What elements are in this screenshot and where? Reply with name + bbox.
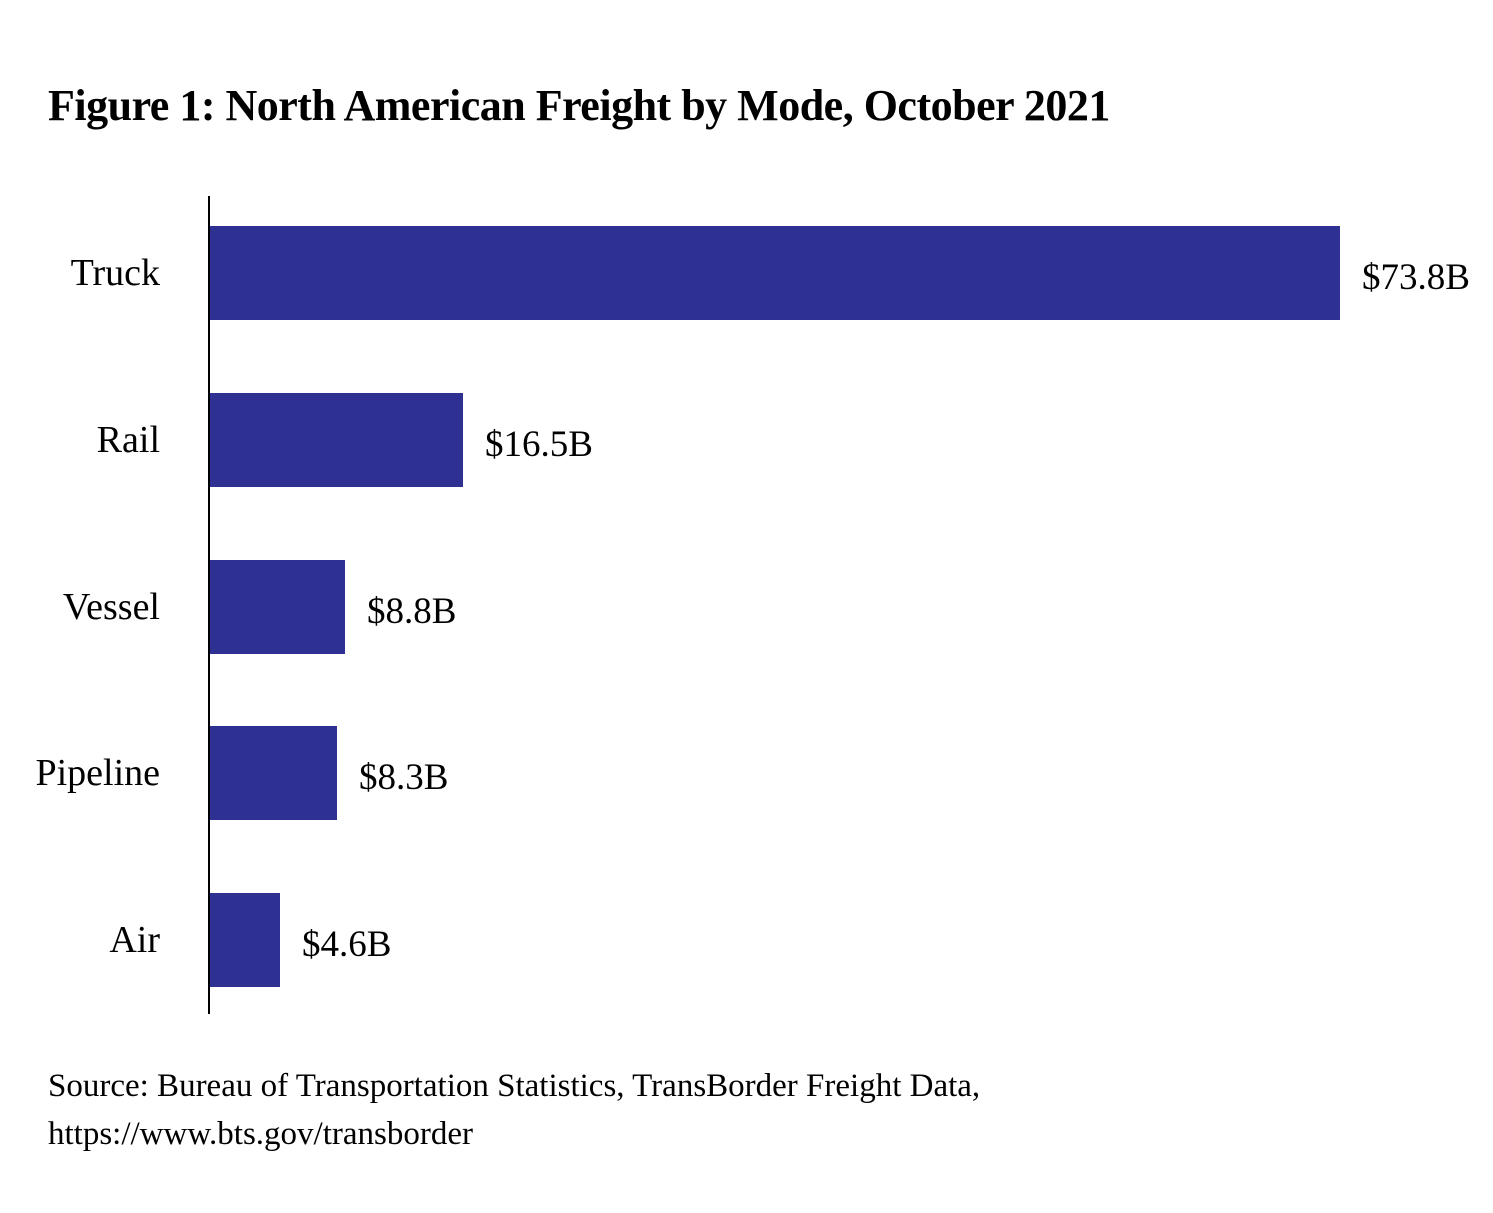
bar-row: Vessel $8.8B	[0, 560, 1493, 654]
bar-row: Pipeline $8.3B	[0, 726, 1493, 820]
bar	[210, 726, 337, 820]
plot-area: Truck $73.8B Rail $16.5B Vessel $8.8B Pipeline…	[0, 196, 1493, 1014]
bar	[210, 393, 463, 487]
source-line-1: Source: Bureau of Transportation Statist…	[48, 1068, 981, 1104]
category-label: Pipeline	[35, 752, 160, 794]
value-label: $4.6B	[302, 923, 392, 965]
bar	[210, 226, 1340, 320]
bar-row: Truck $73.8B	[0, 226, 1493, 320]
value-label: $16.5B	[485, 423, 593, 465]
category-label: Rail	[96, 419, 160, 461]
source-note: Source: Bureau of Transportation Statist…	[48, 1062, 980, 1158]
category-label: Truck	[70, 252, 160, 294]
value-label: $8.8B	[367, 590, 457, 632]
bar-row: Air $4.6B	[0, 893, 1493, 987]
value-label: $8.3B	[359, 756, 449, 798]
chart-title: Figure 1: North American Freight by Mode…	[48, 81, 1110, 130]
value-label: $73.8B	[1362, 256, 1470, 298]
category-label: Air	[109, 919, 160, 961]
category-label: Vessel	[62, 586, 160, 628]
bar	[210, 560, 345, 654]
bar	[210, 893, 280, 987]
bar-row: Rail $16.5B	[0, 393, 1493, 487]
y-axis-line	[208, 196, 210, 1014]
source-line-2: https://www.bts.gov/transborder	[48, 1116, 473, 1152]
